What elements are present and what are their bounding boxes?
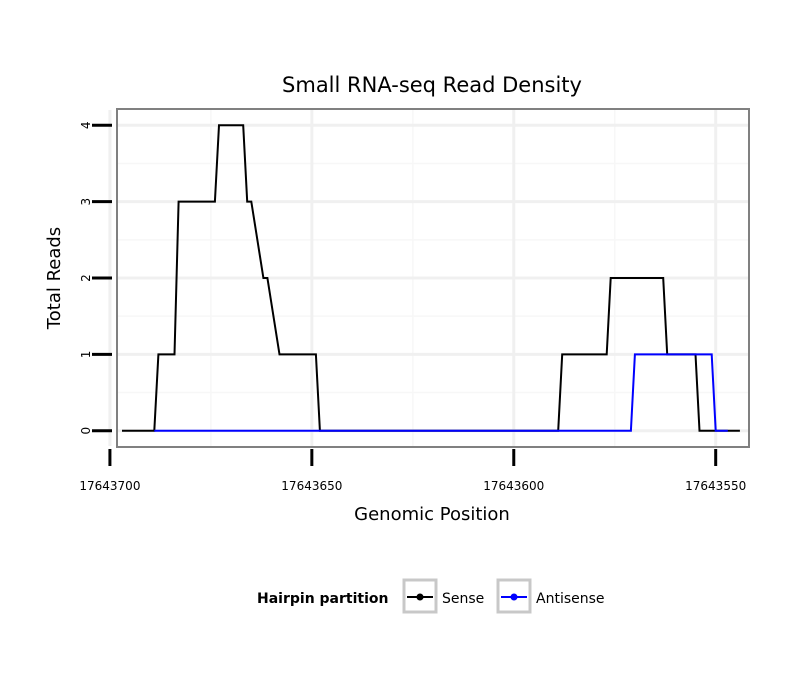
- panel-border: [116, 108, 750, 448]
- legend-item-antisense: Antisense: [496, 578, 605, 614]
- series-layer: [122, 124, 740, 432]
- y-tick-label: 3: [79, 198, 93, 206]
- y-tick-label: 1: [79, 351, 93, 359]
- y-tick-label: 4: [79, 121, 93, 129]
- series-line-antisense: [154, 353, 728, 432]
- x-tick-label: 17643650: [281, 479, 342, 493]
- legend-label: Antisense: [536, 591, 605, 607]
- x-tick-label: 17643550: [685, 479, 746, 493]
- x-tick-label: 17643600: [483, 479, 544, 493]
- legend-items: Sense Antisense: [402, 578, 605, 614]
- chart-title: Small RNA-seq Read Density: [282, 73, 582, 97]
- y-axis-title: Total Reads: [44, 227, 65, 330]
- legend-item-sense: Sense: [402, 578, 484, 614]
- legend: Hairpin partition Sense Antisense: [257, 578, 605, 614]
- y-tick-label: 0: [79, 427, 93, 435]
- legend-key: [496, 578, 532, 614]
- legend-key-point: [416, 593, 424, 601]
- legend-key-point: [510, 593, 518, 601]
- legend-key: [402, 578, 438, 614]
- series-line-sense: [122, 124, 740, 432]
- x-axis-title: Genomic Position: [354, 504, 510, 525]
- legend-label: Sense: [442, 591, 484, 607]
- x-tick-label: 17643700: [79, 479, 140, 493]
- y-axis: 0 1 2 3 4: [79, 121, 112, 435]
- y-tick-label: 2: [79, 274, 93, 282]
- legend-title: Hairpin partition: [257, 591, 388, 607]
- x-axis: 17643700 17643650 17643600 17643550: [79, 449, 746, 493]
